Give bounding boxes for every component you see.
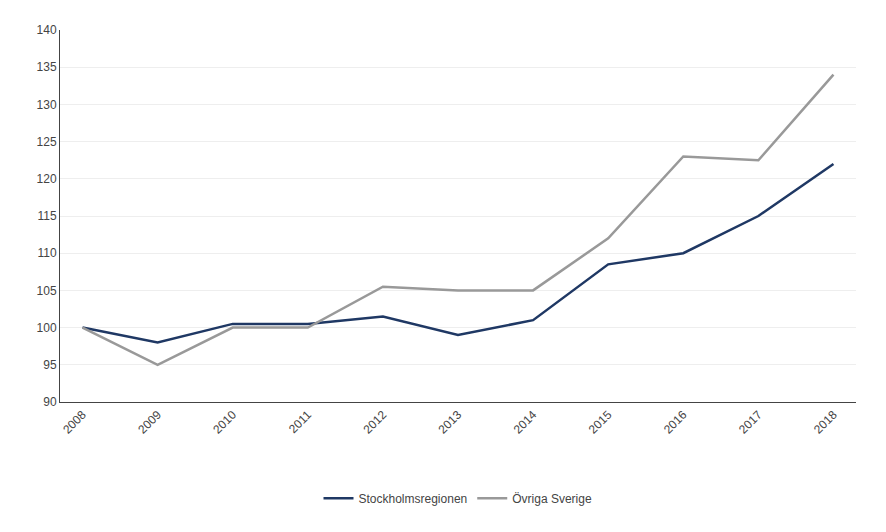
svg-text:135: 135 [37, 60, 57, 74]
svg-text:115: 115 [37, 209, 56, 223]
svg-text:2013: 2013 [436, 408, 465, 437]
svg-text:Övriga Sverige: Övriga Sverige [512, 492, 592, 506]
svg-text:2018: 2018 [811, 408, 840, 437]
svg-text:105: 105 [37, 284, 57, 298]
svg-text:110: 110 [37, 246, 56, 260]
svg-text:Stockholmsregionen: Stockholmsregionen [359, 492, 468, 506]
svg-text:120: 120 [37, 172, 57, 186]
svg-text:2015: 2015 [586, 408, 615, 437]
svg-text:90: 90 [43, 395, 57, 409]
svg-text:2017: 2017 [736, 408, 765, 437]
svg-text:2009: 2009 [135, 408, 164, 437]
svg-text:2008: 2008 [60, 408, 89, 437]
svg-text:2014: 2014 [511, 408, 540, 437]
svg-text:2010: 2010 [210, 408, 239, 437]
svg-text:95: 95 [43, 358, 57, 372]
svg-text:2016: 2016 [661, 408, 690, 437]
svg-text:140: 140 [37, 23, 57, 37]
svg-text:2012: 2012 [360, 408, 389, 437]
svg-text:125: 125 [37, 135, 57, 149]
svg-text:130: 130 [37, 98, 57, 112]
svg-text:100: 100 [37, 321, 57, 335]
svg-text:2011: 2011 [286, 408, 314, 436]
